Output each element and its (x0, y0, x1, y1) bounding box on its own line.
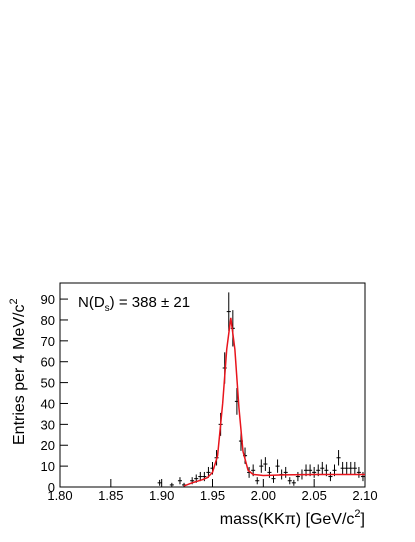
y-tick-label: 60 (41, 355, 55, 370)
x-label-text: ] (361, 511, 365, 528)
x-tick-label: 1.95 (200, 488, 225, 503)
x-label-sup: 2 (354, 508, 360, 520)
x-axis-label: mass(KKπ) [GeV/c2] (220, 508, 365, 528)
x-label-text: mass(KKπ) [GeV/c (220, 511, 355, 528)
y-tick-label: 40 (41, 396, 55, 411)
x-tick-label: 1.90 (149, 488, 174, 503)
x-tick-label: 1.85 (98, 488, 123, 503)
annotation-sub: s (105, 303, 110, 314)
fit-curve (183, 317, 365, 487)
y-tick-label: 0 (48, 480, 55, 495)
annotation-text: N(D (78, 294, 105, 311)
y-tick-label: 80 (41, 313, 55, 328)
y-axis-label: Entries per 4 MeV/c2 (8, 298, 28, 445)
y-tick-label: 50 (41, 376, 55, 391)
x-tick-label: 2.05 (302, 488, 327, 503)
y-tick-label: 90 (41, 292, 55, 307)
x-tick-label: 1.80 (47, 488, 72, 503)
y-tick-label: 30 (41, 417, 55, 432)
annotation: N(Ds) = 388 ± 21 (78, 294, 190, 314)
x-tick-label: 2.00 (251, 488, 276, 503)
y-label-text: Entries per 4 MeV/c (11, 305, 28, 446)
y-tick-label: 20 (41, 438, 55, 453)
y-tick-label: 70 (41, 334, 55, 349)
annotation-text: ) = 388 ± 21 (110, 294, 190, 311)
y-label-sup: 2 (8, 298, 20, 304)
y-tick-label: 10 (41, 459, 55, 474)
x-tick-label: 2.10 (352, 488, 377, 503)
